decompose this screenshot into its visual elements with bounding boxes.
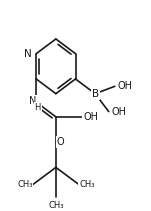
Text: N: N bbox=[29, 96, 36, 106]
Text: OH: OH bbox=[83, 112, 98, 122]
Text: B: B bbox=[92, 89, 99, 99]
Text: O: O bbox=[57, 137, 64, 147]
Text: H: H bbox=[35, 103, 41, 112]
Text: CH₃: CH₃ bbox=[17, 180, 33, 189]
Text: N: N bbox=[24, 49, 32, 59]
Text: CH₃: CH₃ bbox=[79, 180, 95, 189]
Text: OH: OH bbox=[111, 107, 126, 117]
Text: OH: OH bbox=[117, 81, 132, 91]
Text: CH₃: CH₃ bbox=[48, 201, 64, 210]
